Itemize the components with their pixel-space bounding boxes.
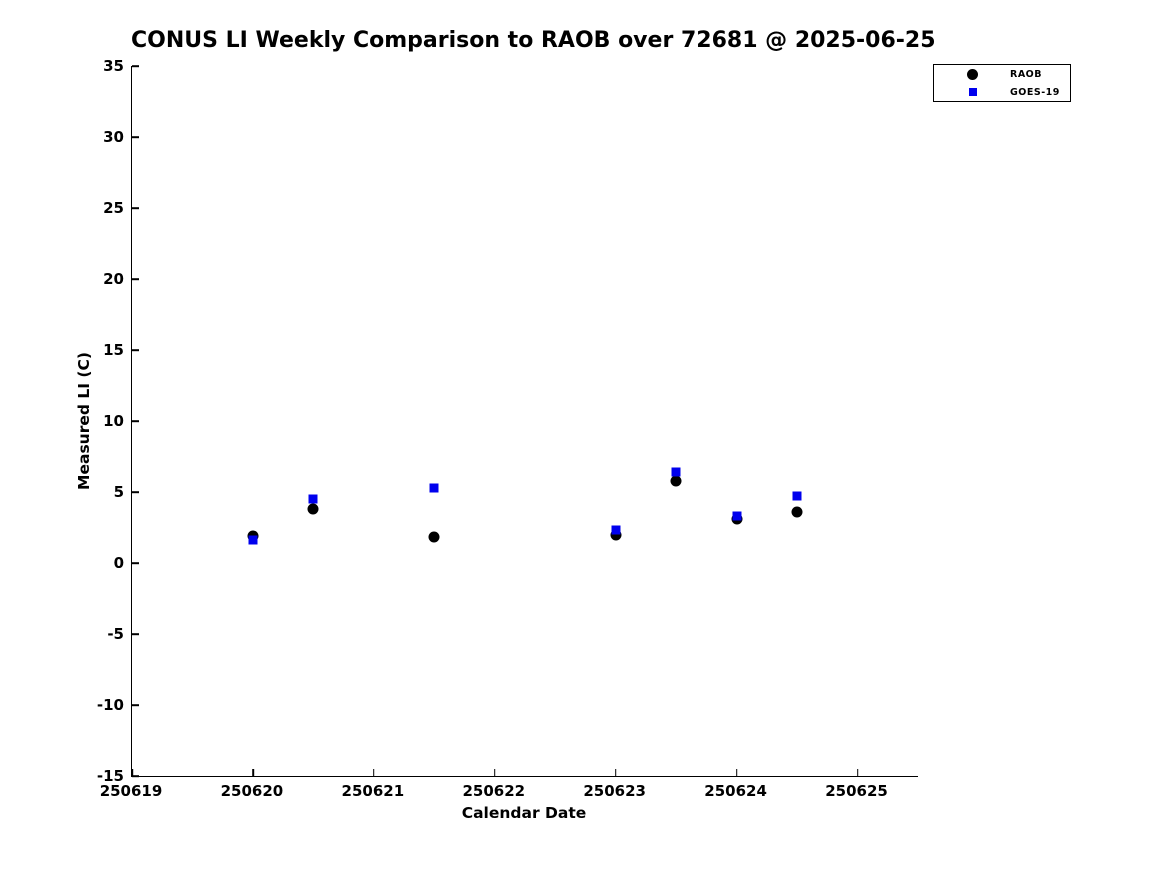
data-point-goes-19: [308, 494, 318, 504]
y-tick: [132, 704, 139, 706]
y-tick-label: 35: [103, 57, 124, 75]
y-tick-label: 15: [103, 341, 124, 359]
legend-row-raob: RAOB: [934, 65, 1070, 83]
y-axis-label: Measured LI (C): [75, 352, 93, 490]
legend-row-goes19: GOES-19: [934, 83, 1070, 101]
x-tick: [614, 769, 617, 776]
data-point-goes-19: [671, 467, 681, 477]
data-point-raob: [670, 475, 682, 487]
x-axis-label: Calendar Date: [461, 804, 587, 822]
data-point-goes-19: [429, 483, 439, 493]
y-tick-label: -10: [96, 696, 124, 714]
y-tick-label: -5: [107, 625, 124, 643]
x-tick: [856, 769, 859, 776]
chart-title: CONUS LI Weekly Comparison to RAOB over …: [131, 28, 936, 53]
y-tick-label: 0: [113, 554, 124, 572]
y-tick: [132, 562, 139, 564]
raob-circle-icon: [967, 68, 978, 80]
x-tick-label: 250619: [99, 782, 163, 800]
y-tick-label: 25: [103, 199, 124, 217]
goes19-square-icon: [968, 88, 977, 96]
y-tick-label: 30: [103, 128, 124, 146]
y-tick: [132, 207, 139, 209]
data-point-goes-19: [732, 511, 742, 521]
y-tick: [132, 136, 139, 138]
x-tick: [373, 769, 375, 776]
y-tick: [132, 420, 139, 422]
x-tick-label: 250620: [220, 782, 284, 800]
legend: RAOB GOES-19: [933, 64, 1071, 102]
x-tick: [735, 769, 738, 776]
data-point-raob: [791, 506, 803, 518]
y-tick-label: 5: [113, 483, 124, 501]
y-tick: [132, 491, 139, 493]
x-tick: [252, 769, 254, 776]
data-point-goes-19: [792, 491, 802, 501]
y-tick-label: 10: [103, 412, 124, 430]
x-tick-label: 250625: [825, 782, 888, 800]
x-tick: [131, 769, 133, 776]
plot-area: [131, 65, 918, 777]
data-point-goes-19: [248, 535, 258, 545]
data-point-raob: [307, 503, 319, 515]
x-tick-label: 250621: [341, 782, 405, 800]
y-tick-label: 20: [103, 270, 124, 288]
x-tick: [493, 769, 496, 776]
y-tick: [132, 278, 139, 280]
y-tick: [132, 775, 139, 777]
y-tick-label: -15: [96, 767, 124, 785]
y-tick: [132, 65, 139, 67]
legend-label-goes19: GOES-19: [1010, 86, 1060, 98]
data-point-raob: [428, 531, 440, 543]
legend-label-raob: RAOB: [1010, 68, 1042, 80]
x-tick-label: 250624: [704, 782, 767, 800]
data-point-goes-19: [611, 525, 621, 535]
y-tick: [132, 633, 139, 635]
y-tick: [132, 349, 139, 351]
x-tick-label: 250623: [583, 782, 646, 800]
x-tick-label: 250622: [462, 782, 526, 800]
